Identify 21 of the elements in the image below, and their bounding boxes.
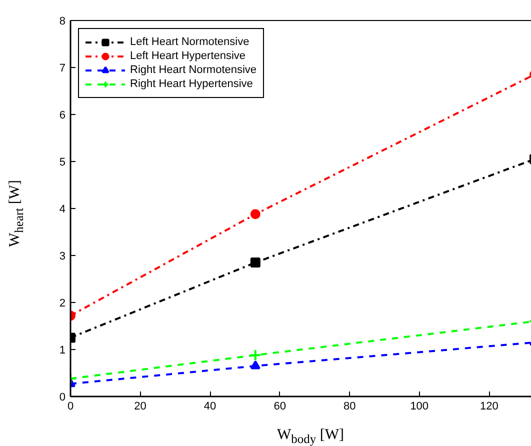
x-axis-title: W$_{body}$ [W] [276, 426, 346, 446]
y-tick-label: 4 [59, 204, 66, 216]
x-tick-label: 80 [343, 400, 356, 412]
legend-label: Right Heart Hypertensive [130, 77, 253, 91]
x-tick-label: 60 [274, 400, 286, 412]
y-tick-label: 5 [59, 156, 66, 168]
legend-label: Right Heart Normotensive [130, 63, 257, 77]
x-tick-label: 20 [134, 400, 146, 412]
x-tick-label: 40 [204, 400, 216, 412]
y-tick-label: 0 [59, 392, 66, 404]
x-tick-label: 0 [67, 400, 74, 412]
legend-label: Left Heart Normotensive [130, 35, 250, 49]
y-tick-label: 6 [59, 110, 66, 122]
y-tick-label: 8 [59, 16, 66, 28]
y-tick-label: 3 [59, 250, 66, 262]
y-tick-label: 2 [59, 298, 66, 310]
y-tick-label: 7 [59, 62, 66, 74]
y-tick-label: 1 [59, 344, 66, 356]
x-tick-label: 120 [480, 400, 498, 412]
legend-label: Left Heart Hypertensive [130, 49, 246, 63]
x-tick-label: 100 [410, 400, 429, 412]
